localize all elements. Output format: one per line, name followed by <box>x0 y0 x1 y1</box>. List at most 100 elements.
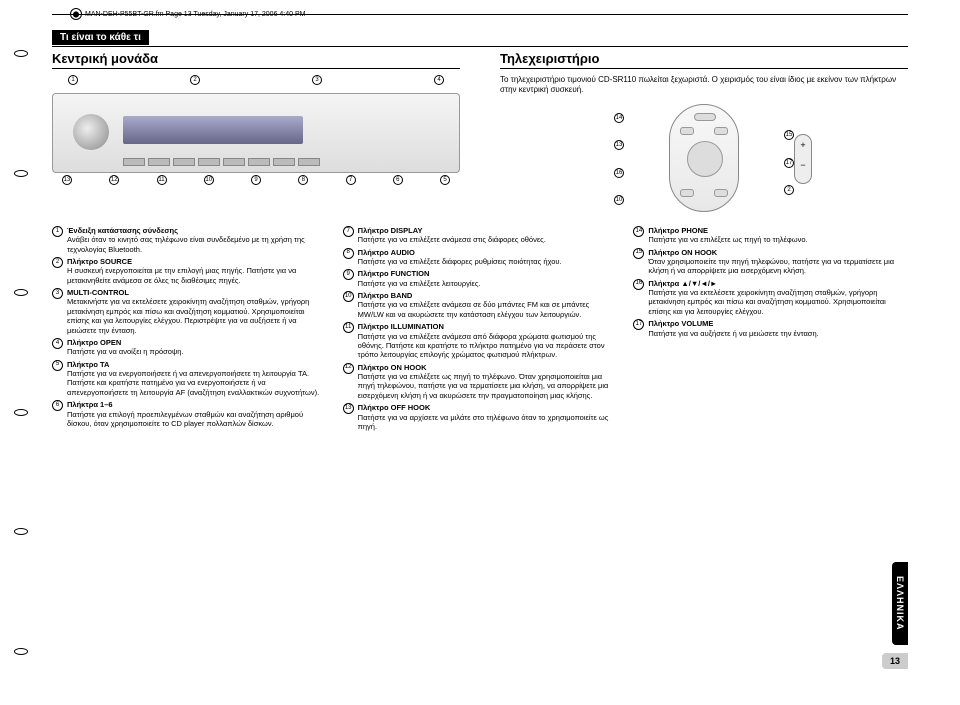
item-number: 7 <box>343 226 354 237</box>
item-body: Πλήκτρα ▲/▼/◄/►Πατήστε για να εκτελέσετε… <box>648 279 908 317</box>
item-number: 11 <box>343 322 354 333</box>
item-number: 12 <box>343 363 354 374</box>
callout-2: 2 <box>190 75 200 85</box>
item-body: MULTI-CONTROLΜετακινήστε για να εκτελέσε… <box>67 288 327 335</box>
item-body: Πλήκτρο FUNCTIONΠατήστε για να επιλέξετε… <box>358 269 618 288</box>
item-title: Πλήκτρο SOURCE <box>67 257 132 266</box>
item-10: 10Πλήκτρο BANDΠατήστε για να επιλέξετε α… <box>343 291 618 319</box>
item-number: 8 <box>343 248 354 259</box>
callout-5: 5 <box>440 175 450 185</box>
callout-15: 15 <box>784 130 794 140</box>
callout-11: 11 <box>157 175 167 185</box>
item-title: Πλήκτρο BAND <box>358 291 413 300</box>
item-desc: Πατήστε για να ανοίξει η πρόσοψη. <box>67 347 184 356</box>
item-8: 8 Πλήκτρο AUDIOΠατήστε για να επιλέξετε δ… <box>343 248 618 267</box>
item-body: Πλήκτρο SOURCEΗ συσκευή ενεργοποιείται μ… <box>67 257 327 285</box>
item-3: 3MULTI-CONTROLΜετακινήστε για να εκτελέσ… <box>52 288 327 335</box>
item-desc: Πατήστε για να επιλέξετε ως πηγή το τηλέ… <box>648 235 807 244</box>
callout-7: 7 <box>346 175 356 185</box>
callout-13: 13 <box>62 175 72 185</box>
head-unit-illustration <box>52 93 460 173</box>
item-desc: Η συσκευή ενεργοποιείται με την επιλογή … <box>67 266 296 284</box>
item-title: Πλήκτρο ON HOOK <box>358 363 427 372</box>
callout-1: 1 <box>68 75 78 85</box>
item-1: 1 Ένδειξη κατάστασης σύνδεσηςΑνάβει όταν … <box>52 226 327 254</box>
item-number: 14 <box>633 226 644 237</box>
remote-title: Τηλεχειριστήριο <box>500 51 908 69</box>
item-body: Πλήκτρο DISPLAYΠατήστε για να επιλέξετε … <box>358 226 618 245</box>
bottom-callouts: 1312111098765 <box>62 175 450 185</box>
item-6: 6Πλήκτρα 1–6Πατήστε για επιλογή προεπιλε… <box>52 400 327 428</box>
item-title: Πλήκτρο FUNCTION <box>358 269 430 278</box>
item-desc: Πατήστε για να επιλέξετε διάφορες ρυθμίσ… <box>358 257 562 266</box>
volume-rocker-illustration: + − <box>794 134 812 184</box>
item-body: Πλήκτρο ON HOOKΌταν χρησιμοποιείτε την π… <box>648 248 908 276</box>
item-desc: Πατήστε για να επιλέξετε ως πηγή το τηλέ… <box>358 372 609 400</box>
item-4: 4 Πλήκτρο OPENΠατήστε για να ανοίξει η πρ… <box>52 338 327 357</box>
item-title: Πλήκτρο AUDIO <box>358 248 415 257</box>
item-number: 2 <box>52 257 63 268</box>
item-title: Πλήκτρο PHONE <box>648 226 708 235</box>
item-body: Πλήκτρο BANDΠατήστε για να επιλέξετε ανά… <box>358 291 618 319</box>
item-16: 16Πλήκτρα ▲/▼/◄/►Πατήστε για να εκτελέσε… <box>633 279 908 317</box>
item-17: 17 Πλήκτρο VOLUMEΠατήστε για να αυξήσετε … <box>633 319 908 338</box>
remote-illustration: 14131610 15172 + − <box>614 104 794 214</box>
callout-4: 4 <box>434 75 444 85</box>
item-body: Ένδειξη κατάστασης σύνδεσηςΑνάβει όταν τ… <box>67 226 327 254</box>
item-desc: Πατήστε για επιλογή προεπιλεγμένων σταθμ… <box>67 410 303 428</box>
callout-6: 6 <box>393 175 403 185</box>
callout-3: 3 <box>312 75 322 85</box>
item-5: 5Πλήκτρο TAΠατήστε για να ενεργοποιήσετε… <box>52 360 327 398</box>
item-desc: Πατήστε για να ενεργοποιήσετε ή να απενε… <box>67 369 319 397</box>
callout-2: 2 <box>784 185 794 195</box>
item-title: Πλήκτρο TA <box>67 360 109 369</box>
item-title: MULTI-CONTROL <box>67 288 129 297</box>
item-7: 7 Πλήκτρο DISPLAYΠατήστε για να επιλέξετε… <box>343 226 618 245</box>
section-title: Τι είναι το κάθε τι <box>52 30 149 45</box>
item-desc: Πατήστε για να αυξήσετε ή να μειώσετε τη… <box>648 329 818 338</box>
item-title: Ένδειξη κατάστασης σύνδεσης <box>67 226 178 235</box>
item-title: Πλήκτρο DISPLAY <box>358 226 423 235</box>
item-number: 17 <box>633 319 644 330</box>
item-body: Πλήκτρο OPENΠατήστε για να ανοίξει η πρό… <box>67 338 327 357</box>
item-desc: Πατήστε για να επιλέξετε ανάμεσα σε δύο … <box>358 300 590 318</box>
item-number: 15 <box>633 248 644 259</box>
item-desc: Όταν χρησιμοποιείτε την πηγή τηλεφώνου, … <box>648 257 894 275</box>
item-number: 13 <box>343 403 354 414</box>
item-desc: Πατήστε για να επιλέξετε ανάμεσα από διά… <box>358 332 605 360</box>
item-body: Πλήκτρο PHONEΠατήστε για να επιλέξετε ως… <box>648 226 908 245</box>
item-12: 12 Πλήκτρο ON HOOKΠατήστε για να επιλέξετ… <box>343 363 618 401</box>
description-column-2: 7Πλήκτρο DISPLAYΠατήστε για να επιλέξετε… <box>343 226 618 435</box>
item-desc: Πατήστε για να επιλέξετε ανάμεσα στις δι… <box>358 235 546 244</box>
language-tab: ΕΛΛΗΝΙΚΑ <box>892 562 908 645</box>
callout-9: 9 <box>251 175 261 185</box>
item-title: Πλήκτρο ON HOOK <box>648 248 717 257</box>
item-number: 4 <box>52 338 63 349</box>
item-body: Πλήκτρο ILLUMINATIONΠατήστε για να επιλέ… <box>358 322 618 360</box>
item-title: Πλήκτρο ILLUMINATION <box>358 322 444 331</box>
item-2: 2 Πλήκτρο SOURCEΗ συσκευή ενεργοποιείται … <box>52 257 327 285</box>
item-number: 9 <box>343 269 354 280</box>
item-body: Πλήκτρα 1–6Πατήστε για επιλογή προεπιλεγ… <box>67 400 327 428</box>
item-9: 9 Πλήκτρο FUNCTIONΠατήστε για να επιλέξετ… <box>343 269 618 288</box>
item-desc: Πατήστε για να εκτελέσετε χειροκίνητη αν… <box>648 288 886 316</box>
item-title: Πλήκτρο OFF HOOK <box>358 403 431 412</box>
item-title: Πλήκτρα ▲/▼/◄/► <box>648 279 717 288</box>
page-number: 13 <box>882 653 908 669</box>
description-column-1: 1 Ένδειξη κατάστασης σύνδεσηςΑνάβει όταν … <box>52 226 327 435</box>
item-body: Πλήκτρο OFF HOOKΠατήστε για να αρχίσετε … <box>358 403 618 431</box>
item-title: Πλήκτρα 1–6 <box>67 400 113 409</box>
callout-10: 10 <box>614 195 624 205</box>
item-desc: Μετακινήστε για να εκτελέσετε χειροκίνητ… <box>67 297 309 334</box>
item-body: Πλήκτρο ON HOOKΠατήστε για να επιλέξετε … <box>358 363 618 401</box>
item-desc: Πατήστε για να επιλέξετε λειτουργίες. <box>358 279 481 288</box>
callout-8: 8 <box>298 175 308 185</box>
top-callouts: 1 2 3 4 <box>68 75 444 85</box>
item-title: Πλήκτρο OPEN <box>67 338 121 347</box>
item-title: Πλήκτρο VOLUME <box>648 319 713 328</box>
item-desc: Πατήστε για να αρχίσετε να μιλάτε στο τη… <box>358 413 609 431</box>
callout-17: 17 <box>784 158 794 168</box>
item-number: 1 <box>52 226 63 237</box>
callout-14: 14 <box>614 113 624 123</box>
item-body: Πλήκτρο VOLUMEΠατήστε για να αυξήσετε ή … <box>648 319 908 338</box>
